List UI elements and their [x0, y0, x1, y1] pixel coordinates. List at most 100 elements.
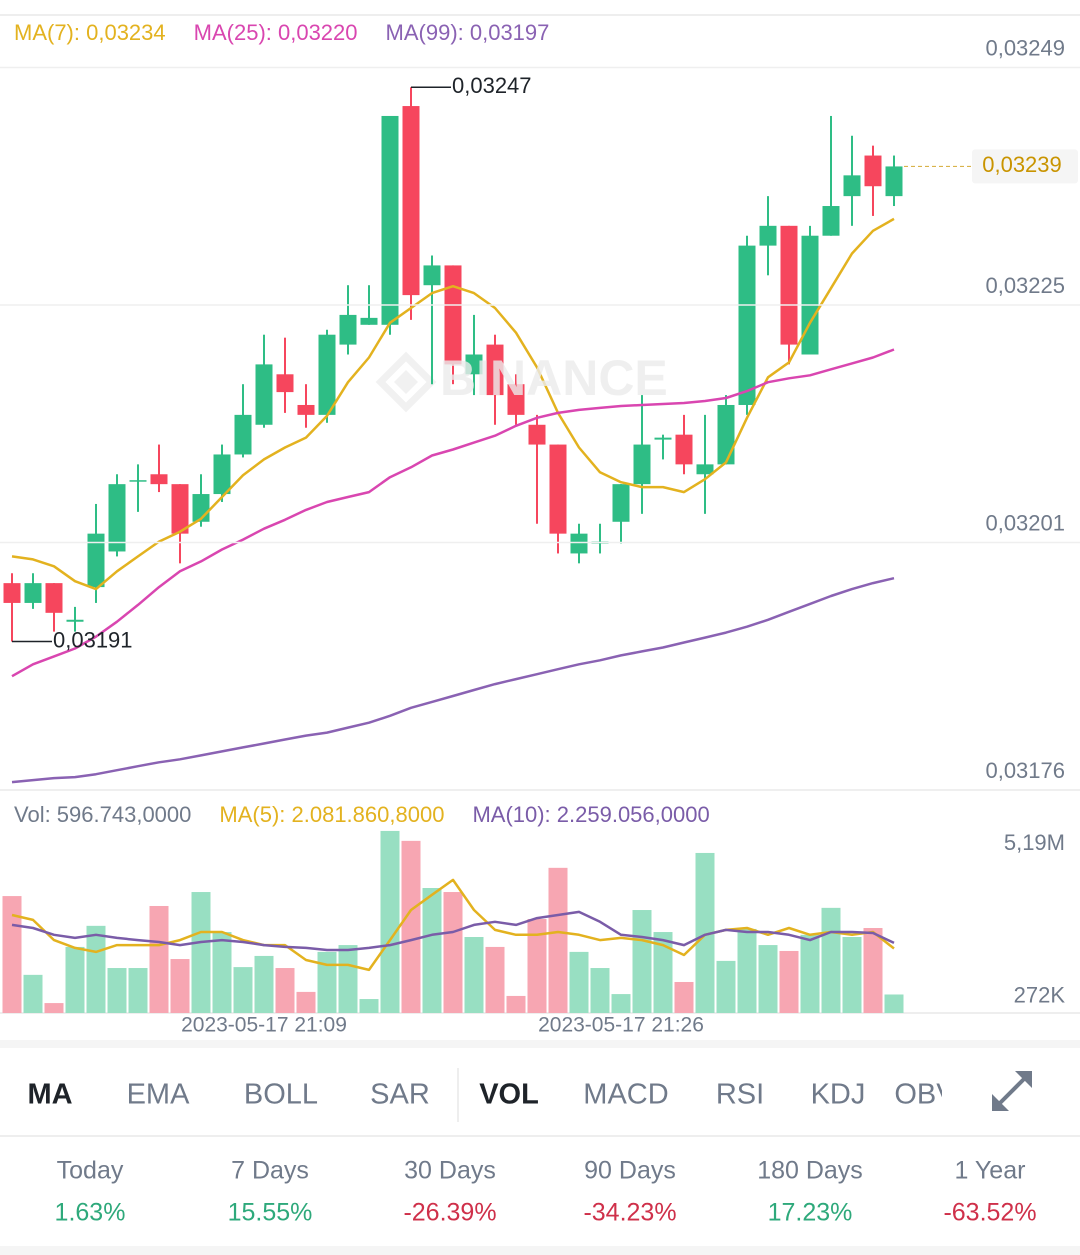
volume-bar — [254, 955, 274, 1013]
period-label: Today — [57, 1157, 124, 1185]
volume-bar — [800, 934, 820, 1013]
annotation-label: 0,03247 — [452, 73, 532, 98]
volume-bar — [569, 951, 589, 1013]
indicator-tab[interactable]: OBV — [894, 1079, 956, 1111]
candle-body — [465, 354, 483, 375]
candle-body — [213, 454, 231, 495]
volume-bar — [422, 888, 442, 1013]
volume-bar — [380, 830, 400, 1013]
volume-bar — [611, 994, 631, 1013]
candle-body — [675, 434, 693, 465]
candle-body — [255, 364, 273, 425]
volume-bar — [2, 896, 22, 1013]
candle-body — [507, 384, 525, 415]
volume-bar — [296, 991, 316, 1013]
volume-bar — [338, 945, 358, 1013]
candle-body — [696, 464, 714, 475]
candle-body — [171, 484, 189, 534]
ma-line — [11, 217, 895, 591]
bottom-band — [0, 1246, 1080, 1255]
legend-entry: MA(5): 2.081.860,8000 — [219, 802, 444, 827]
watermark-logo — [375, 351, 437, 413]
performance: Today 1.63% 7 Days 15.55% 30 Days -26.39% 90 D… — [55, 1157, 1037, 1227]
candle-body — [129, 480, 147, 482]
period-label: 1 Year — [955, 1157, 1026, 1185]
candle-body — [843, 175, 861, 197]
period-label: 180 Days — [757, 1157, 863, 1185]
candle-body — [66, 619, 84, 622]
candle-body — [612, 484, 630, 522]
indicator-tab[interactable]: MACD — [583, 1079, 668, 1111]
volume-legend: Vol: 596.743,0000 — [14, 802, 191, 827]
period-label: 30 Days — [404, 1157, 496, 1185]
volume-bar — [485, 946, 505, 1013]
volume-bar — [107, 968, 127, 1013]
volume-bar — [464, 937, 484, 1013]
volume-bar — [128, 968, 148, 1013]
indicator-tab[interactable]: MA — [27, 1079, 72, 1111]
period-change: 1.63% — [55, 1199, 126, 1227]
candle-body — [24, 583, 42, 603]
candle-body — [3, 583, 21, 603]
candle-body — [486, 344, 504, 396]
last-price-box — [972, 149, 1078, 184]
volume-bar — [86, 925, 106, 1013]
volume-bar — [149, 905, 169, 1013]
period-change: -26.39% — [403, 1199, 496, 1227]
volume-bar — [443, 892, 463, 1013]
volume-bar — [632, 910, 652, 1013]
candle-body — [549, 444, 567, 534]
axes: 0,03249 0,03225 0,03201 0,03176 BINANCE MA(7)… — [0, 20, 1080, 1037]
candle-body — [801, 235, 819, 355]
candle-body — [108, 484, 126, 552]
legend-entry: MA(7): 0,03234 — [14, 20, 166, 45]
expand-icon[interactable] — [992, 1071, 1032, 1111]
ma-line — [11, 576, 895, 784]
ma-line — [11, 878, 895, 972]
legend-entry: MA(10): 2.259.056,0000 — [472, 802, 709, 827]
volume-bar — [863, 928, 883, 1013]
y-tick-label: 272K — [1014, 982, 1066, 1007]
x-tick-label: 2023-05-17 21:26 — [538, 1014, 704, 1037]
candle-body — [276, 374, 294, 393]
candle-body — [717, 404, 735, 465]
volume-bar — [317, 951, 337, 1013]
candle-body — [297, 404, 315, 415]
ma-line — [11, 348, 895, 678]
indicator-tab[interactable]: KDJ — [811, 1079, 866, 1111]
candle-body — [234, 414, 252, 455]
volume-bar — [758, 945, 778, 1013]
volume-bar — [506, 995, 526, 1013]
candle-body — [528, 424, 546, 445]
candle-body — [87, 533, 105, 588]
last-price-label: 0,03239 — [982, 152, 1062, 177]
y-tick-label: 0,03225 — [985, 273, 1065, 298]
indicator-tab[interactable]: BOLL — [244, 1079, 318, 1111]
legend-entry: MA(25): 0,03220 — [194, 20, 358, 45]
annotation-label: 0,03191 — [53, 627, 133, 652]
y-tick-label: 0,03249 — [985, 35, 1065, 60]
volume-bar — [842, 937, 862, 1013]
indicator-tab[interactable]: EMA — [127, 1079, 191, 1111]
period-change: -63.52% — [943, 1199, 1036, 1227]
period-change: 15.55% — [228, 1199, 313, 1227]
indicator-tab[interactable]: VOL — [479, 1079, 539, 1111]
volume-bar — [191, 892, 211, 1013]
volume-bar — [737, 928, 757, 1013]
volume-bar — [65, 946, 85, 1013]
indicator-tab[interactable]: SAR — [370, 1079, 430, 1111]
candle-body — [738, 245, 756, 405]
volume-bar — [884, 994, 904, 1013]
y-tick-label: 0,03201 — [985, 510, 1065, 535]
volume-bar — [44, 1003, 64, 1013]
candle-body — [654, 437, 672, 440]
legend-entry: MA(99): 0,03197 — [386, 20, 550, 45]
period-change: 17.23% — [768, 1199, 853, 1227]
volume-bar — [548, 867, 568, 1013]
volume-bar — [23, 974, 43, 1013]
indicator-tab[interactable]: RSI — [716, 1079, 764, 1111]
watermark: BINANCE — [440, 350, 668, 406]
candle-body — [45, 583, 63, 613]
section-divider — [0, 1040, 1080, 1048]
